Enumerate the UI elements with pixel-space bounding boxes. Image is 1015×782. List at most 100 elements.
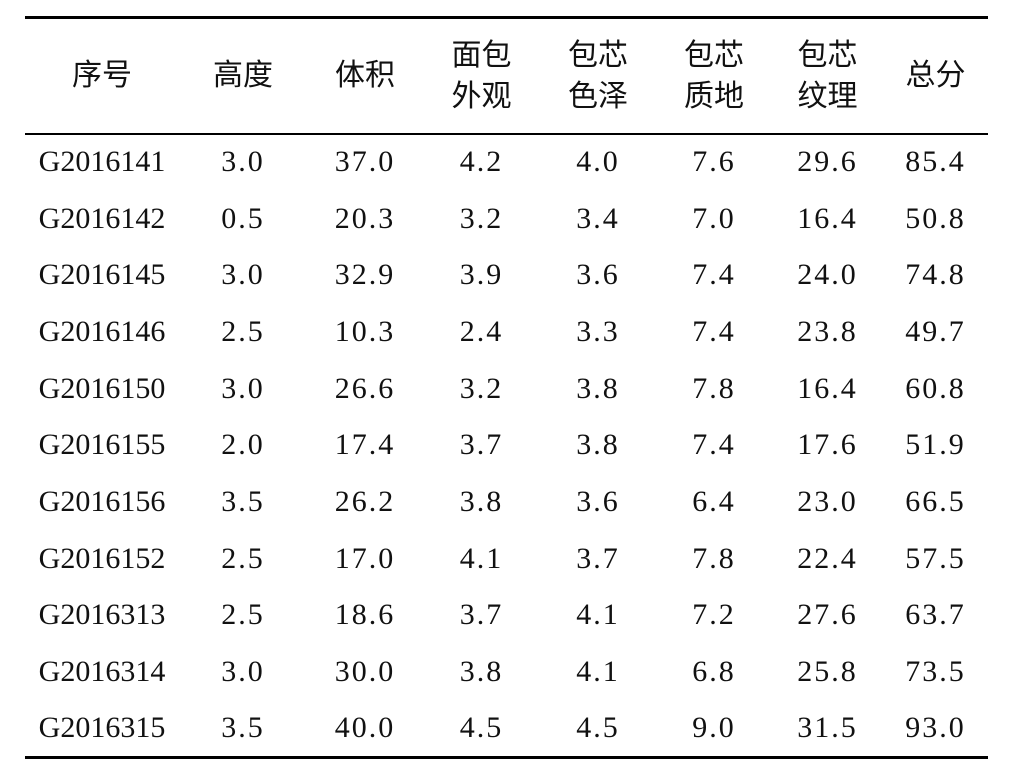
cell: 23.0 [797, 484, 858, 518]
cell: 3.7 [576, 541, 620, 575]
cell: 3.0 [221, 655, 265, 689]
cell: 26.6 [334, 371, 396, 405]
cell: 7.4 [692, 428, 736, 462]
header-cell: 面包 外观 [423, 18, 540, 134]
cell: 40.0 [334, 710, 396, 744]
cell: 66.5 [905, 484, 966, 518]
cell: 4.0 [576, 145, 620, 179]
sample-id: G2016156 [38, 484, 166, 518]
sample-id: G2016145 [38, 258, 166, 292]
cell: 4.2 [459, 145, 504, 179]
cell: 51.9 [905, 428, 966, 462]
cell: 29.6 [797, 145, 858, 179]
header-text: 外观 [451, 79, 512, 113]
cell: 3.4 [576, 201, 620, 235]
cell: 3.8 [459, 484, 504, 518]
cell: 20.3 [334, 201, 396, 235]
header-cell: 总分 [883, 18, 988, 134]
header-cell: 高度 [179, 18, 307, 134]
sample-id: G2016142 [38, 201, 166, 235]
cell: 3.5 [221, 710, 265, 744]
header-cell: 序号 [25, 18, 179, 134]
cell: 10.3 [334, 314, 396, 348]
cell: 24.0 [797, 258, 858, 292]
header-text: 总分 [905, 59, 966, 93]
cell: 3.6 [576, 258, 620, 292]
cell: 57.5 [905, 541, 966, 575]
cell: 73.5 [905, 655, 966, 689]
header-cell: 包芯 质地 [656, 18, 772, 134]
cell: 2.5 [221, 314, 265, 348]
cell: 3.7 [459, 428, 504, 462]
cell: 4.5 [459, 710, 504, 744]
sample-id: G2016152 [38, 541, 166, 575]
cell: 4.1 [576, 655, 620, 689]
header-text: 色泽 [568, 79, 628, 113]
table-row: G2016146 2.5 10.3 2.4 3.3 7.4 23.8 49.7 [25, 304, 988, 361]
cell: 16.4 [797, 371, 858, 405]
header-text: 包芯 [797, 38, 858, 72]
header-text: 质地 [684, 79, 744, 113]
cell: 3.0 [221, 258, 265, 292]
table-row: G2016152 2.5 17.0 4.1 3.7 7.8 22.4 57.5 [25, 530, 988, 587]
cell: 50.8 [905, 201, 966, 235]
sample-id: G2016313 [38, 598, 166, 632]
cell: 7.4 [692, 314, 736, 348]
cell: 16.4 [797, 201, 858, 235]
cell: 6.4 [692, 484, 736, 518]
sample-id: G2016155 [38, 428, 166, 462]
table-header: 序号 高度 体积 面包 外观 包芯 色泽 包芯 质地 包芯 纹理 总分 [25, 17, 988, 134]
cell: 74.8 [905, 258, 966, 292]
cell: 23.8 [797, 314, 858, 348]
cell: 3.9 [459, 258, 504, 292]
cell: 17.0 [334, 541, 396, 575]
cell: 2.0 [221, 428, 265, 462]
cell: 7.2 [692, 598, 736, 632]
cell: 3.0 [221, 145, 265, 179]
sample-id: G2016315 [38, 710, 166, 744]
cell: 7.8 [692, 541, 736, 575]
cell: 3.0 [221, 371, 265, 405]
table-row: G2016145 3.0 32.9 3.9 3.6 7.4 24.0 74.8 [25, 247, 988, 304]
cell: 4.1 [459, 541, 504, 575]
table-row: G2016150 3.0 26.6 3.2 3.8 7.8 16.4 60.8 [25, 360, 988, 417]
cell: 60.8 [905, 371, 966, 405]
sample-id: G2016141 [38, 145, 166, 179]
cell: 25.8 [797, 655, 858, 689]
cell: 7.0 [692, 201, 736, 235]
cell: 2.4 [459, 314, 504, 348]
cell: 26.2 [334, 484, 396, 518]
table-row: G2016156 3.5 26.2 3.8 3.6 6.4 23.0 66.5 [25, 474, 988, 531]
sample-id: G2016314 [38, 655, 166, 689]
cell: 37.0 [334, 145, 396, 179]
header-text: 高度 [213, 59, 273, 93]
table-body: G2016141 3.0 37.0 4.2 4.0 7.6 29.6 85.4 G2016142… [25, 134, 988, 758]
header-row: 序号 高度 体积 面包 外观 包芯 色泽 包芯 质地 包芯 纹理 总分 [25, 17, 988, 134]
cell: 0.5 [221, 201, 265, 235]
table-row: G2016155 2.0 17.4 3.7 3.8 7.4 17.6 51.9 [25, 417, 988, 474]
cell: 3.2 [459, 371, 504, 405]
cell: 3.2 [459, 201, 504, 235]
header-text: 包芯 [568, 38, 628, 72]
sample-id: G2016146 [38, 314, 166, 348]
cell: 63.7 [905, 598, 966, 632]
sample-id: G2016150 [38, 371, 166, 405]
cell: 85.4 [905, 145, 966, 179]
cell: 30.0 [334, 655, 396, 689]
header-text: 包芯 [684, 38, 744, 72]
cell: 18.6 [334, 598, 396, 632]
header-text: 纹理 [797, 79, 858, 113]
cell: 17.6 [797, 428, 858, 462]
table-row: G2016315 3.5 40.0 4.5 4.5 9.0 31.5 93.0 [25, 700, 988, 758]
cell: 49.7 [905, 314, 966, 348]
cell: 7.6 [692, 145, 736, 179]
cell: 7.8 [692, 371, 736, 405]
cell: 9.0 [692, 710, 736, 744]
cell: 4.1 [576, 598, 620, 632]
cell: 6.8 [692, 655, 736, 689]
table-row: G2016314 3.0 30.0 3.8 4.1 6.8 25.8 73.5 [25, 644, 988, 701]
header-text: 体积 [335, 59, 395, 93]
table-row: G2016142 0.5 20.3 3.2 3.4 7.0 16.4 50.8 [25, 190, 988, 247]
cell: 32.9 [334, 258, 396, 292]
